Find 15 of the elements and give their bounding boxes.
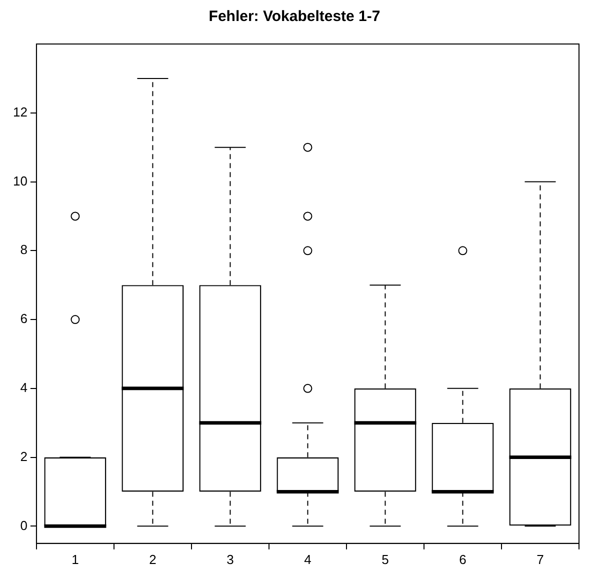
y-tick-label: 6 [20, 311, 28, 326]
x-tick-label: 1 [72, 552, 79, 567]
x-tick-label: 7 [536, 552, 544, 567]
y-tick-label: 4 [20, 380, 28, 395]
y-tick-label: 2 [20, 448, 28, 464]
y-tick-label: 10 [12, 173, 28, 188]
x-tick-label: 2 [149, 552, 156, 567]
y-tick-label: 0 [20, 518, 28, 533]
x-tick-label: 3 [226, 552, 234, 567]
x-tick-label: 6 [459, 552, 466, 567]
x-tick-label: 5 [382, 552, 389, 567]
y-tick-label: 12 [12, 104, 28, 120]
y-tick-label: 8 [20, 242, 28, 258]
x-tick-label: 4 [304, 552, 312, 567]
chart-title: Fehler: Vokabelteste 1-7 [208, 8, 380, 26]
